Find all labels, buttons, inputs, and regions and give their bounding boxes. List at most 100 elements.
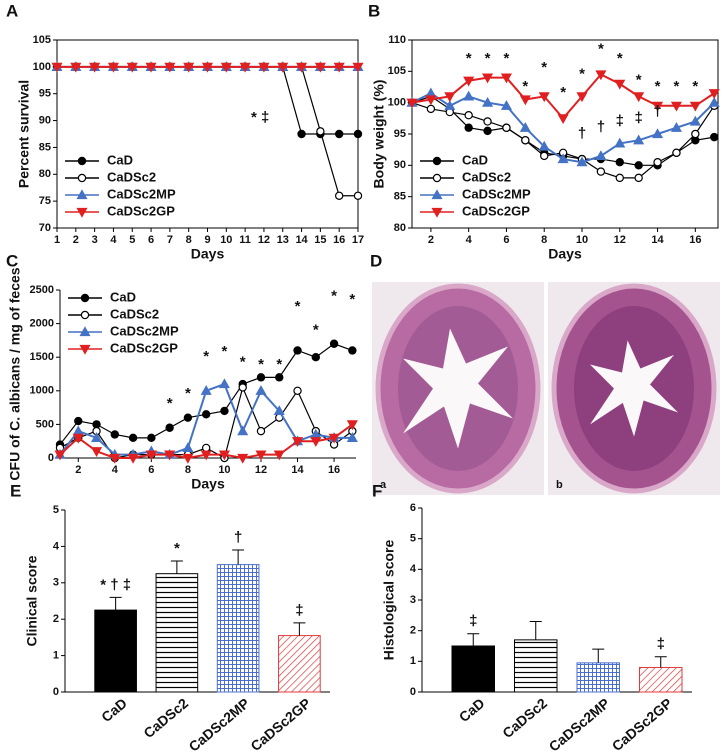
marker <box>652 128 664 139</box>
panel-label: D <box>370 251 382 270</box>
marker <box>346 432 358 442</box>
marker <box>165 423 174 432</box>
annotation: * <box>617 50 623 67</box>
annotation: ‡ <box>469 613 477 630</box>
marker <box>275 373 284 382</box>
marker <box>54 450 66 461</box>
marker <box>538 140 550 151</box>
marker <box>352 62 364 73</box>
marker <box>482 96 494 107</box>
x-tick-label: 4 <box>466 234 473 246</box>
annotation: ‡ <box>616 112 624 129</box>
marker <box>145 62 157 73</box>
annotation: * <box>313 321 319 338</box>
marker <box>346 420 358 431</box>
error-bar <box>109 596 122 611</box>
marker <box>72 425 84 436</box>
marker <box>689 101 701 112</box>
bar <box>639 666 683 693</box>
annotation: † <box>597 119 605 136</box>
annotation: * <box>466 50 472 67</box>
marker <box>634 161 643 170</box>
marker <box>238 383 247 392</box>
marker <box>273 450 285 461</box>
x-tick-label: 10 <box>218 464 230 476</box>
legend-label: CaD <box>462 152 488 167</box>
marker <box>483 117 492 126</box>
marker <box>431 189 443 200</box>
marker <box>273 405 285 416</box>
y-tick-label: 90 <box>39 114 51 126</box>
error-bar <box>592 648 605 663</box>
marker <box>483 126 492 136</box>
x-tick-label: CaDSc2 <box>140 695 191 741</box>
marker <box>239 62 251 73</box>
x-tick-label: CaDSc2MP <box>186 695 253 755</box>
y-tick-label: 0 <box>48 452 54 464</box>
x-tick-label: 14 <box>291 464 304 476</box>
marker <box>218 450 230 461</box>
marker <box>333 62 345 73</box>
panel-label: C <box>6 251 18 270</box>
marker <box>596 167 606 176</box>
y-tick-label: 80 <box>394 222 406 234</box>
marker <box>237 453 249 464</box>
error-bar <box>170 560 183 574</box>
marker <box>147 433 156 443</box>
legend-label: CaD <box>110 289 136 304</box>
marker <box>79 344 91 355</box>
annotation: ‡ <box>634 109 642 126</box>
marker <box>258 62 270 73</box>
bar <box>94 609 137 693</box>
marker <box>502 123 511 132</box>
marker <box>431 207 443 218</box>
y-tick-label: 1 <box>410 655 416 667</box>
bar <box>278 635 321 693</box>
legend-label: CaDSc2GP <box>462 203 530 218</box>
annotation: * <box>541 59 547 76</box>
y-tick-label: 2 <box>410 625 416 637</box>
y-tick-label: 105 <box>388 65 406 77</box>
annotation: * <box>240 354 246 371</box>
marker <box>316 127 325 136</box>
marker <box>80 310 90 320</box>
marker <box>615 173 624 183</box>
x-tick-label: 6 <box>148 464 154 476</box>
marker <box>426 104 436 114</box>
panel-label: E <box>10 481 21 500</box>
marker <box>329 339 339 348</box>
annotation: * <box>331 288 337 305</box>
plot-frame <box>411 39 719 229</box>
marker <box>464 110 473 120</box>
marker <box>653 157 662 167</box>
marker <box>652 101 664 112</box>
legend-label: CaDSc2 <box>110 306 159 321</box>
error-bar <box>232 549 245 565</box>
annotation: * <box>655 78 661 95</box>
marker <box>182 453 194 464</box>
annotation: * ‡ <box>251 109 269 126</box>
x-tick-label: 4 <box>112 464 119 476</box>
annotation: * <box>203 348 209 365</box>
legend-label: CaDSc2GP <box>110 340 178 355</box>
marker <box>76 189 88 200</box>
marker <box>710 132 719 142</box>
x-tick-label: 12 <box>258 234 270 246</box>
marker <box>293 386 302 395</box>
legend-label: CaD <box>107 152 133 167</box>
x-tick-label: 11 <box>239 234 251 246</box>
marker <box>76 207 88 218</box>
x-tick-label: 4 <box>110 234 117 246</box>
annotation: * <box>295 298 301 315</box>
marker <box>708 96 720 107</box>
marker <box>128 433 138 443</box>
marker <box>464 123 473 132</box>
image-label: a <box>380 479 387 491</box>
marker <box>540 151 549 161</box>
y-tick-label: 110 <box>388 34 406 46</box>
x-tick-label: 9 <box>204 234 210 246</box>
y-axis-title: Clinical score <box>24 555 40 646</box>
legend-label: CaDSc2 <box>107 169 156 184</box>
marker <box>201 443 211 453</box>
error-bar <box>293 622 306 636</box>
